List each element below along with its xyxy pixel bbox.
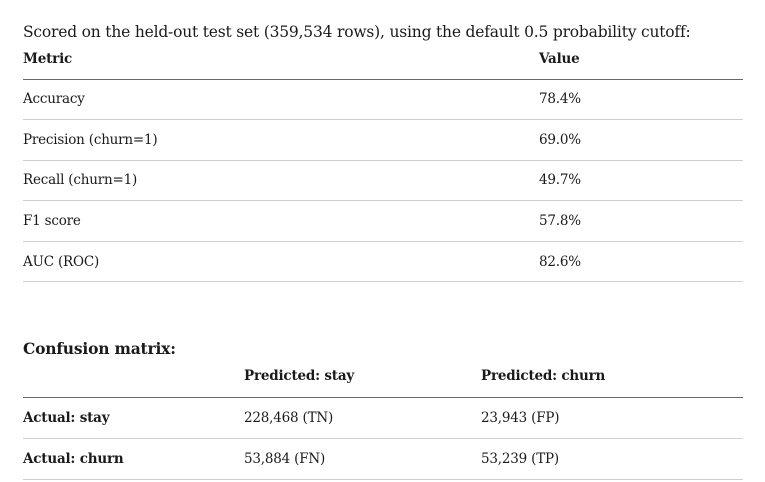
metric-name: Accuracy xyxy=(23,79,539,121)
metric-name: AUC (ROC) xyxy=(23,241,539,283)
false-positive-cell: 23,943 (FP) xyxy=(481,397,743,439)
table-row: Accuracy 78.4% xyxy=(23,79,743,121)
confusion-matrix-table: Predicted: stay Predicted: churn Actual:… xyxy=(23,356,743,480)
confusion-header-row: Predicted: stay Predicted: churn xyxy=(23,356,743,398)
true-negative-cell: 228,468 (TN) xyxy=(244,397,481,439)
metric-column-header: Metric xyxy=(23,39,539,80)
metric-value: 49.7% xyxy=(539,160,743,202)
table-row: Actual: stay 228,468 (TN) 23,943 (FP) xyxy=(23,397,743,439)
actual-stay-label: Actual: stay xyxy=(23,397,244,439)
metric-value: 82.6% xyxy=(539,241,743,283)
actual-churn-label: Actual: churn xyxy=(23,438,244,480)
table-row: Recall (churn=1) 49.7% xyxy=(23,160,743,202)
metric-value: 78.4% xyxy=(539,79,743,121)
intro-text: Scored on the held-out test set (359,534… xyxy=(23,22,691,41)
metric-value: 69.0% xyxy=(539,119,743,161)
table-row: F1 score 57.8% xyxy=(23,200,743,242)
confusion-matrix-heading: Confusion matrix: xyxy=(23,338,176,358)
corner-header xyxy=(23,356,244,398)
metric-name: Recall (churn=1) xyxy=(23,160,539,202)
predicted-stay-header: Predicted: stay xyxy=(244,356,481,398)
table-row: AUC (ROC) 82.6% xyxy=(23,241,743,283)
table-row: Precision (churn=1) 69.0% xyxy=(23,119,743,161)
table-row: Actual: churn 53,884 (FN) 53,239 (TP) xyxy=(23,438,743,480)
metric-name: Precision (churn=1) xyxy=(23,119,539,161)
value-column-header: Value xyxy=(539,39,743,80)
metric-value: 57.8% xyxy=(539,200,743,242)
true-positive-cell: 53,239 (TP) xyxy=(481,438,743,480)
metrics-header-row: Metric Value xyxy=(23,39,743,80)
metrics-table: Metric Value Accuracy 78.4% Precision (c… xyxy=(23,39,743,283)
metric-name: F1 score xyxy=(23,200,539,242)
false-negative-cell: 53,884 (FN) xyxy=(244,438,481,480)
predicted-churn-header: Predicted: churn xyxy=(481,356,743,398)
